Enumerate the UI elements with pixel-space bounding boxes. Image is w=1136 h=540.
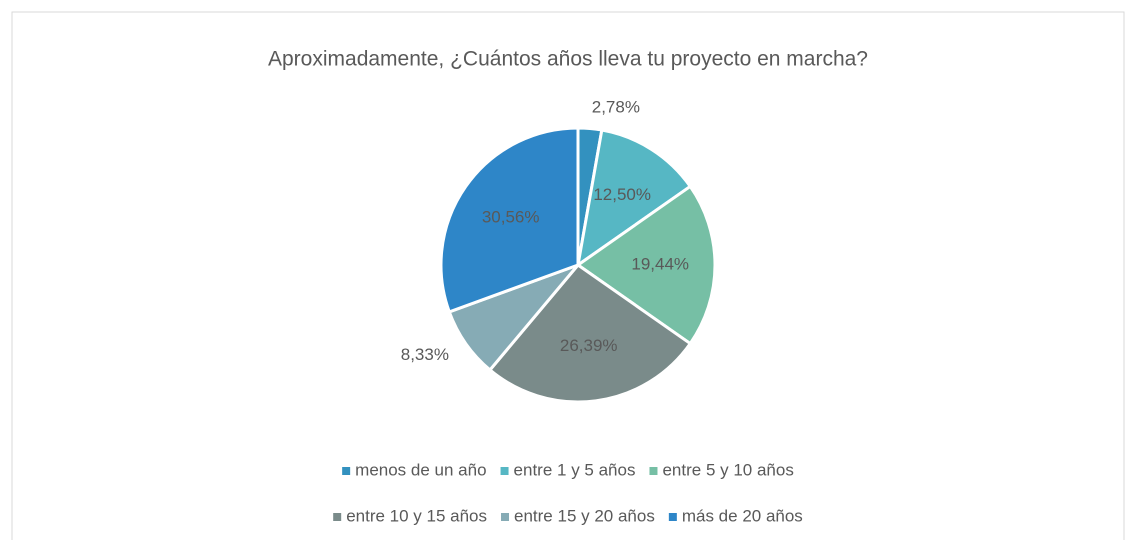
pie-slice [575,128,693,269]
data-label: 26,39% [560,336,618,355]
legend-label: entre 15 y 20 años [514,506,655,525]
chart-title: Aproximadamente, ¿Cuántos años lleva tu … [268,48,868,71]
data-label: 30,56% [482,207,540,226]
pie-slice [575,184,717,346]
legend-label: más de 20 años [682,506,803,525]
chart-border [11,11,1125,540]
data-label: 8,33% [401,345,449,364]
pie-slice [439,126,580,314]
pie-slice [487,262,693,404]
legend-label: menos de un año [355,460,486,479]
data-label: 19,44% [631,254,689,273]
legend-swatch [501,513,510,521]
data-label: 12,50% [593,185,651,204]
data-label: 2,78% [592,98,640,117]
legend-swatch [668,513,677,521]
legend-swatch [333,513,342,521]
legend-swatch [500,467,509,475]
legend-swatch [649,467,658,475]
legend-swatch [342,467,351,475]
legend-label: entre 10 y 15 años [346,506,487,525]
legend-label: entre 5 y 10 años [662,460,793,479]
legend-label: entre 1 y 5 años [514,460,636,479]
